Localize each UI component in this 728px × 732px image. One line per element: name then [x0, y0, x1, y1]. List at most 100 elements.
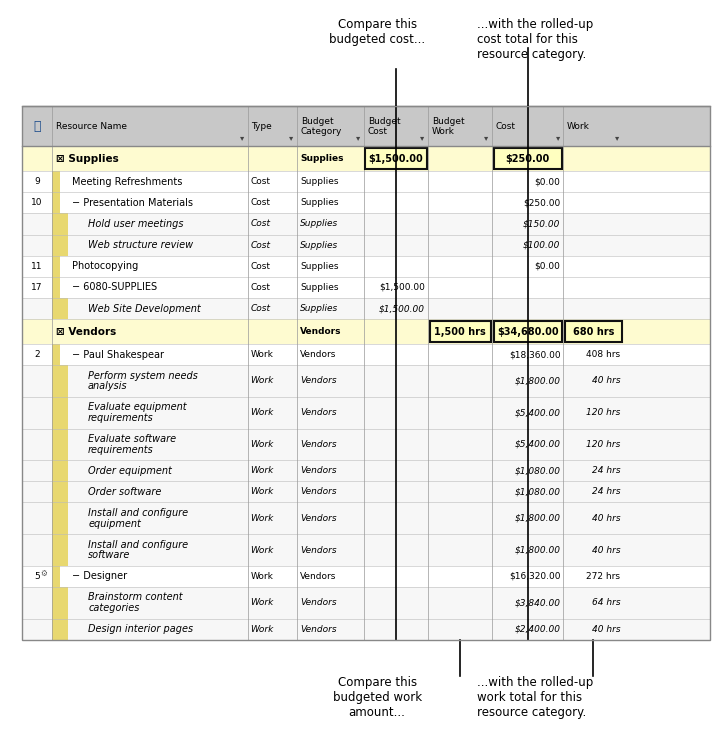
Text: $250.00: $250.00 [523, 198, 561, 207]
Bar [22, 214, 710, 234]
Text: 24 hrs: 24 hrs [592, 466, 620, 475]
Bar [22, 193, 710, 214]
Text: Work: Work [250, 350, 273, 359]
Text: Vendors: Vendors [300, 625, 336, 634]
Bar [60, 298, 68, 319]
Text: Vendors: Vendors [300, 572, 336, 581]
Text: Compare this
budgeted cost...: Compare this budgeted cost... [329, 18, 425, 46]
Text: Design interior pages: Design interior pages [88, 624, 193, 635]
Text: − 6080-SUPPLIES: − 6080-SUPPLIES [72, 283, 157, 292]
Text: $1,500.00: $1,500.00 [379, 304, 425, 313]
Text: Work: Work [250, 408, 274, 417]
Text: 40 hrs: 40 hrs [592, 514, 620, 523]
Text: Supplies: Supplies [300, 198, 339, 207]
Bar [22, 619, 710, 640]
Text: Supplies: Supplies [300, 262, 339, 271]
Text: Vendors: Vendors [300, 514, 336, 523]
Text: Supplies: Supplies [300, 220, 339, 228]
Bar [60, 397, 68, 428]
Bar [52, 619, 60, 640]
Text: $5,400.00: $5,400.00 [515, 440, 561, 449]
Bar [60, 587, 68, 619]
Text: $0.00: $0.00 [534, 262, 561, 271]
Text: ▾: ▾ [615, 133, 620, 142]
Text: Vendors: Vendors [300, 545, 336, 555]
Text: 17: 17 [31, 283, 43, 292]
Bar [22, 344, 710, 365]
Text: $0.00: $0.00 [534, 177, 561, 186]
Text: 11: 11 [31, 262, 43, 271]
Text: 40 hrs: 40 hrs [592, 625, 620, 634]
Text: ⊠ Vendors: ⊠ Vendors [56, 326, 116, 337]
Text: Supplies: Supplies [300, 154, 344, 163]
Bar [22, 482, 710, 502]
Bar [52, 397, 60, 428]
Text: 408 hrs: 408 hrs [586, 350, 620, 359]
Text: − Designer: − Designer [72, 572, 127, 581]
Text: Work: Work [250, 440, 274, 449]
Text: − Paul Shakespear: − Paul Shakespear [72, 350, 164, 359]
Bar [22, 502, 710, 534]
Bar [52, 566, 60, 587]
Bar [52, 534, 60, 566]
Text: ⚙: ⚙ [41, 569, 47, 578]
Text: Supplies: Supplies [300, 177, 339, 186]
Text: $2,400.00: $2,400.00 [515, 625, 561, 634]
Text: Work: Work [250, 572, 273, 581]
Text: $16,320.00: $16,320.00 [509, 572, 561, 581]
Bar [22, 298, 710, 319]
Text: Budget
Cost: Budget Cost [368, 117, 400, 136]
Text: Cost: Cost [496, 122, 515, 132]
Text: 24 hrs: 24 hrs [592, 488, 620, 496]
Text: Photocopying: Photocopying [72, 261, 138, 272]
Text: 10: 10 [31, 198, 43, 207]
Bar [60, 365, 68, 397]
Bar [52, 234, 60, 255]
Text: 9: 9 [34, 177, 40, 186]
Text: $34,680.00: $34,680.00 [497, 326, 558, 337]
Bar [60, 234, 68, 255]
Text: Supplies: Supplies [300, 283, 339, 292]
Text: Cost: Cost [250, 177, 270, 186]
Text: Supplies: Supplies [300, 304, 339, 313]
Text: 2: 2 [34, 350, 40, 359]
Text: $1,080.00: $1,080.00 [515, 488, 561, 496]
FancyBboxPatch shape [365, 149, 427, 169]
Bar [52, 587, 60, 619]
Text: $1,800.00: $1,800.00 [515, 376, 561, 386]
Bar [52, 482, 60, 502]
Text: Work: Work [250, 545, 274, 555]
Text: 680 hrs: 680 hrs [573, 326, 614, 337]
FancyBboxPatch shape [430, 321, 491, 342]
Bar [22, 397, 710, 428]
Text: Evaluate software
requirements: Evaluate software requirements [88, 434, 176, 455]
Text: $1,080.00: $1,080.00 [515, 466, 561, 475]
Bar [60, 214, 68, 234]
Bar [52, 277, 60, 298]
Text: Work: Work [250, 376, 274, 386]
Bar [22, 319, 710, 344]
Text: Vendors: Vendors [300, 327, 341, 336]
Text: Cost: Cost [250, 304, 270, 313]
Bar [52, 365, 60, 397]
Bar [22, 234, 710, 255]
Bar [60, 534, 68, 566]
FancyBboxPatch shape [565, 321, 622, 342]
Text: Vendors: Vendors [300, 466, 336, 475]
Text: Work: Work [250, 598, 274, 608]
Bar [52, 460, 60, 482]
Text: 272 hrs: 272 hrs [586, 572, 620, 581]
Text: Vendors: Vendors [300, 350, 336, 359]
Text: − Presentation Materials: − Presentation Materials [72, 198, 193, 208]
Text: Order equipment: Order equipment [88, 466, 172, 476]
Text: $3,840.00: $3,840.00 [515, 598, 561, 608]
Text: 120 hrs: 120 hrs [586, 408, 620, 417]
Text: Cost: Cost [250, 241, 270, 250]
Text: ⊠ Supplies: ⊠ Supplies [56, 154, 119, 164]
Bar [22, 534, 710, 566]
Text: 5: 5 [34, 572, 40, 581]
Text: Perform system needs
analysis: Perform system needs analysis [88, 370, 198, 392]
Text: ▾: ▾ [484, 133, 488, 142]
Text: $1,500.00: $1,500.00 [368, 154, 424, 164]
Bar [52, 502, 60, 534]
